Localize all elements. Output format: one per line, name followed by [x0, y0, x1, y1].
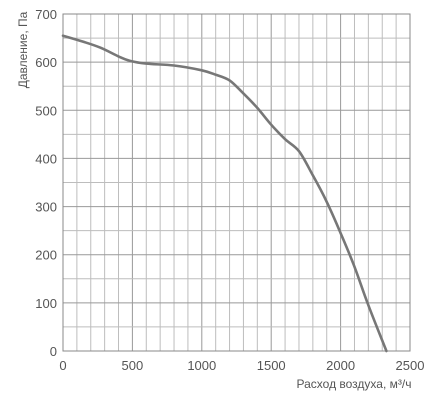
series-line — [61, 34, 388, 353]
x-tick-label: 2000 — [326, 358, 355, 373]
x-tick-label: 1000 — [187, 358, 216, 373]
x-tick-label: 500 — [122, 358, 144, 373]
y-tick-label: 400 — [35, 151, 57, 166]
y-tick-label: 200 — [35, 248, 57, 263]
chart-grid — [62, 13, 411, 352]
x-tick-label: 0 — [59, 358, 66, 373]
y-tick-label: 500 — [35, 103, 57, 118]
chart-ticks: 0 500 1000 1500 2000 2500 0 100 200 300 400 500 600 7… — [35, 7, 424, 373]
y-tick-label: 600 — [35, 55, 57, 70]
x-tick-label: 2500 — [396, 358, 425, 373]
y-axis-label: Давление, Па — [16, 11, 30, 88]
y-tick-label: 0 — [50, 344, 57, 359]
plot-frame — [62, 13, 411, 352]
y-tick-label: 700 — [35, 7, 57, 22]
x-tick-label: 1500 — [257, 358, 286, 373]
y-tick-label: 300 — [35, 200, 57, 215]
y-tick-label: 100 — [35, 296, 57, 311]
x-axis-label: Расход воздуха, м³/ч — [297, 377, 412, 391]
chart-series — [61, 34, 388, 353]
